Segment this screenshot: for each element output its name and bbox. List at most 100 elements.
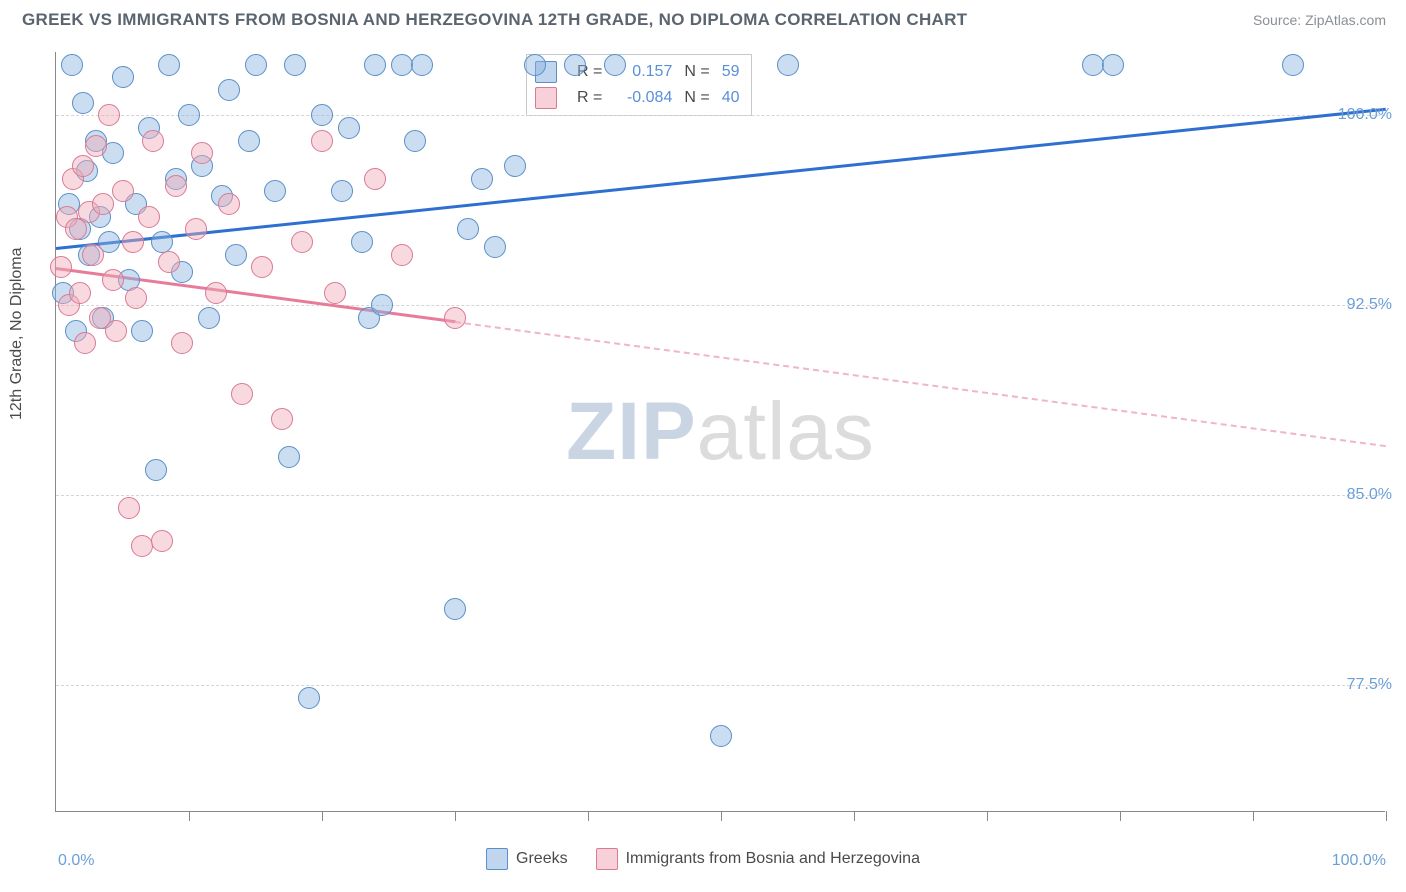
data-point bbox=[404, 130, 426, 152]
data-point bbox=[457, 218, 479, 240]
data-point bbox=[69, 282, 91, 304]
data-point bbox=[284, 54, 306, 76]
data-point bbox=[251, 256, 273, 278]
data-point bbox=[225, 244, 247, 266]
legend-label: Greeks bbox=[516, 850, 568, 867]
data-point bbox=[151, 530, 173, 552]
data-point bbox=[82, 244, 104, 266]
tick-x bbox=[455, 811, 456, 821]
legend-swatch-blue bbox=[486, 848, 508, 870]
data-point bbox=[484, 236, 506, 258]
data-point bbox=[1082, 54, 1104, 76]
data-point bbox=[311, 104, 333, 126]
source-attribution: Source: ZipAtlas.com bbox=[1253, 12, 1386, 28]
chart-title: GREEK VS IMMIGRANTS FROM BOSNIA AND HERZ… bbox=[22, 10, 967, 30]
gridline-y bbox=[56, 685, 1385, 686]
tick-x bbox=[322, 811, 323, 821]
data-point bbox=[324, 282, 346, 304]
data-point bbox=[50, 256, 72, 278]
data-point bbox=[710, 725, 732, 747]
data-point bbox=[311, 130, 333, 152]
data-point bbox=[102, 269, 124, 291]
source-prefix: Source: bbox=[1253, 12, 1305, 28]
data-point bbox=[131, 320, 153, 342]
y-tick-label: 100.0% bbox=[1338, 106, 1392, 124]
data-point bbox=[61, 54, 83, 76]
watermark: ZIPatlas bbox=[566, 385, 875, 479]
data-point bbox=[145, 459, 167, 481]
data-point bbox=[364, 54, 386, 76]
data-point bbox=[604, 54, 626, 76]
data-point bbox=[331, 180, 353, 202]
gridline-y bbox=[56, 305, 1385, 306]
regression-line bbox=[455, 321, 1386, 447]
data-point bbox=[118, 497, 140, 519]
data-point bbox=[92, 193, 114, 215]
data-point bbox=[198, 307, 220, 329]
data-point bbox=[74, 332, 96, 354]
data-point bbox=[338, 117, 360, 139]
data-point bbox=[112, 180, 134, 202]
x-axis-max-label: 100.0% bbox=[1332, 852, 1386, 870]
data-point bbox=[185, 218, 207, 240]
series-legend: Greeks Immigrants from Bosnia and Herzeg… bbox=[486, 848, 920, 870]
data-point bbox=[65, 218, 87, 240]
data-point bbox=[264, 180, 286, 202]
data-point bbox=[158, 54, 180, 76]
data-point bbox=[231, 383, 253, 405]
data-point bbox=[218, 79, 240, 101]
y-tick-label: 77.5% bbox=[1347, 676, 1392, 694]
tick-x bbox=[721, 811, 722, 821]
data-point bbox=[72, 92, 94, 114]
n-value: 59 bbox=[722, 59, 740, 85]
r-label: R = bbox=[577, 85, 602, 111]
scatter-plot-area: ZIPatlas R = 0.157 N = 59 R = -0.084 N =… bbox=[55, 52, 1385, 812]
n-label: N = bbox=[684, 59, 709, 85]
data-point bbox=[391, 54, 413, 76]
gridline-y bbox=[56, 495, 1385, 496]
data-point bbox=[98, 104, 120, 126]
data-point bbox=[105, 320, 127, 342]
data-point bbox=[364, 168, 386, 190]
data-point bbox=[391, 244, 413, 266]
data-point bbox=[371, 294, 393, 316]
r-value: -0.084 bbox=[614, 85, 672, 111]
data-point bbox=[271, 408, 293, 430]
data-point bbox=[112, 66, 134, 88]
legend-swatch-pink bbox=[596, 848, 618, 870]
data-point bbox=[411, 54, 433, 76]
data-point bbox=[238, 130, 260, 152]
data-point bbox=[72, 155, 94, 177]
data-point bbox=[291, 231, 313, 253]
data-point bbox=[245, 54, 267, 76]
tick-x bbox=[588, 811, 589, 821]
n-value: 40 bbox=[722, 85, 740, 111]
data-point bbox=[564, 54, 586, 76]
legend-item: Immigrants from Bosnia and Herzegovina bbox=[596, 848, 920, 870]
data-point bbox=[471, 168, 493, 190]
data-point bbox=[191, 142, 213, 164]
watermark-zip: ZIP bbox=[566, 386, 697, 477]
data-point bbox=[125, 287, 147, 309]
data-point bbox=[122, 231, 144, 253]
data-point bbox=[178, 104, 200, 126]
data-point bbox=[218, 193, 240, 215]
data-point bbox=[142, 130, 164, 152]
data-point bbox=[165, 175, 187, 197]
regression-line bbox=[56, 108, 1386, 250]
tick-x bbox=[987, 811, 988, 821]
data-point bbox=[298, 687, 320, 709]
tick-x bbox=[1253, 811, 1254, 821]
data-point bbox=[131, 535, 153, 557]
n-label: N = bbox=[684, 85, 709, 111]
data-point bbox=[278, 446, 300, 468]
data-point bbox=[524, 54, 546, 76]
correlation-legend: R = 0.157 N = 59 R = -0.084 N = 40 bbox=[526, 54, 752, 116]
x-axis-min-label: 0.0% bbox=[58, 852, 94, 870]
legend-item: Greeks bbox=[486, 848, 568, 870]
source-link[interactable]: ZipAtlas.com bbox=[1305, 12, 1386, 28]
correlation-legend-row: R = -0.084 N = 40 bbox=[535, 85, 739, 111]
data-point bbox=[444, 598, 466, 620]
tick-x bbox=[854, 811, 855, 821]
tick-x bbox=[1386, 811, 1387, 821]
